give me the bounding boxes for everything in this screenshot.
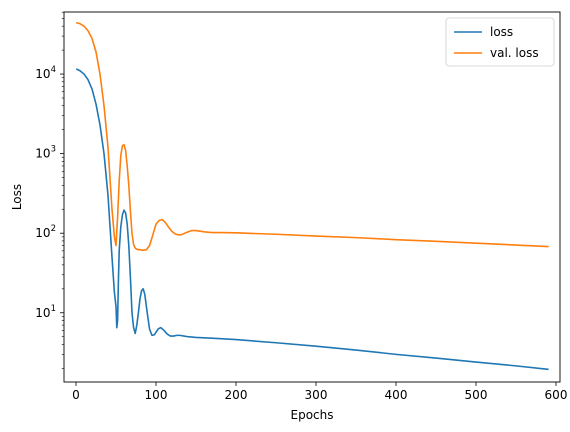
- x-tick-label: 600: [545, 388, 568, 402]
- x-tick-label: 200: [225, 388, 248, 402]
- legend-box: [445, 17, 555, 67]
- y-tick-label: 101: [35, 304, 56, 320]
- legend-label: val. loss: [490, 46, 539, 60]
- series-layer: [76, 22, 549, 371]
- y-tick-label: 102: [35, 224, 56, 240]
- y-axis-label: Loss: [10, 184, 24, 210]
- x-axis-label: Epochs: [291, 408, 334, 422]
- x-tick-label: 500: [465, 388, 488, 402]
- x-tick-label: 0: [72, 388, 80, 402]
- x-axis: 0 100 200 300 400 500 600: [72, 382, 567, 402]
- series-line-loss: [76, 68, 549, 371]
- legend: loss val. loss: [445, 17, 555, 67]
- series-line-val-loss: [76, 22, 549, 252]
- y-tick-label: 104: [35, 65, 56, 81]
- x-tick-label: 300: [305, 388, 328, 402]
- y-axis: 101 102 103 104: [35, 11, 64, 369]
- axes-frame: [63, 11, 561, 383]
- y-tick-label: 103: [35, 145, 56, 161]
- legend-label: loss: [490, 25, 513, 39]
- x-tick-label: 100: [145, 388, 168, 402]
- x-tick-label: 400: [385, 388, 408, 402]
